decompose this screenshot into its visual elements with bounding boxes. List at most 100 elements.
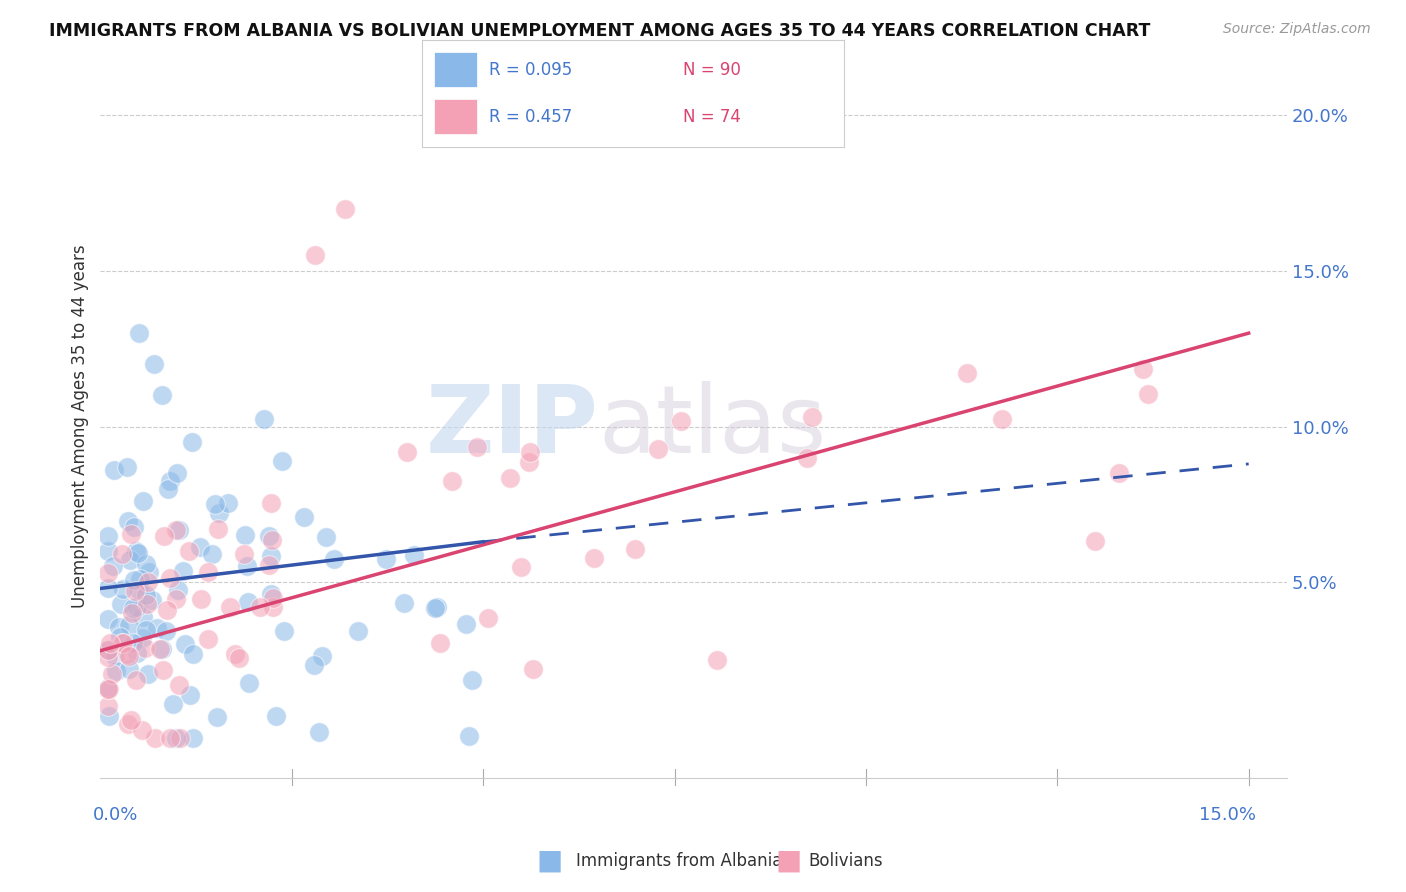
Point [197,632,219,646]
Point [97,643,120,657]
Point [97,649,120,664]
Point [117,717,139,731]
Point [165,731,187,745]
Point [177,543,200,558]
Point [796,450,818,465]
Point [138,566,160,580]
Point [204,497,226,511]
Point [97,612,120,626]
Point [132,610,155,624]
Point [235,528,257,542]
Text: ■: ■ [775,847,801,875]
Point [112,636,135,650]
Point [118,648,141,663]
Point [169,731,191,745]
Point [181,435,204,450]
Point [98,636,121,650]
Text: R = 0.095: R = 0.095 [489,61,572,78]
Point [122,636,145,650]
Point [499,471,522,485]
Point [155,624,177,638]
Text: Immigrants from Albania: Immigrants from Albania [576,852,783,870]
Point [128,326,150,340]
Point [262,599,284,614]
Point [260,496,283,510]
Point [134,641,156,656]
Point [110,597,132,611]
Point [111,636,134,650]
Point [108,619,131,633]
Point [257,529,280,543]
Point [127,599,149,614]
Point [233,547,256,561]
Point [467,440,489,454]
Point [103,463,125,477]
Point [583,551,606,566]
Point [509,560,531,574]
Text: N = 90: N = 90 [683,61,741,78]
Point [108,630,131,644]
Point [262,591,284,606]
Point [97,681,120,696]
Point [97,699,120,714]
Point [159,731,181,745]
Point [169,678,191,692]
Point [122,601,145,615]
Point [304,248,326,262]
Point [271,454,294,468]
Point [706,653,728,667]
Point [136,574,159,589]
Point [118,661,141,675]
Point [104,648,127,663]
Point [166,467,188,481]
Text: 0.0%: 0.0% [93,806,138,824]
Point [129,572,152,586]
Point [97,529,120,543]
Point [201,547,224,561]
Point [124,584,146,599]
Point [127,646,149,660]
Point [260,587,283,601]
Point [1136,387,1159,401]
Point [1084,533,1107,548]
Point [159,571,181,585]
Point [181,648,204,662]
Point [519,445,541,459]
Point [264,708,287,723]
Point [172,565,194,579]
Text: R = 0.457: R = 0.457 [489,108,572,126]
Point [253,412,276,426]
Point [517,455,540,469]
Point [136,597,159,611]
Point [120,527,142,541]
Point [461,673,484,688]
Point [145,621,167,635]
Point [165,524,187,538]
Text: ■: ■ [536,847,562,875]
Point [257,558,280,573]
Point [236,595,259,609]
Point [392,595,415,609]
Text: IMMIGRANTS FROM ALBANIA VS BOLIVIAN UNEMPLOYMENT AMONG AGES 35 TO 44 YEARS CORRE: IMMIGRANTS FROM ALBANIA VS BOLIVIAN UNEM… [49,22,1150,40]
Point [197,565,219,579]
Point [125,673,148,687]
Point [167,582,190,597]
Point [458,729,481,743]
Point [97,681,120,696]
Point [273,624,295,638]
Point [115,459,138,474]
Point [335,202,357,216]
Bar [434,99,477,135]
Text: atlas: atlas [599,381,827,473]
Point [110,547,132,561]
Point [181,731,204,745]
Point [136,666,159,681]
Point [128,582,150,597]
Point [122,520,145,534]
Point [131,723,153,738]
Point [174,637,197,651]
Point [98,709,121,723]
Point [97,681,120,695]
Point [1132,362,1154,376]
Point [131,631,153,645]
